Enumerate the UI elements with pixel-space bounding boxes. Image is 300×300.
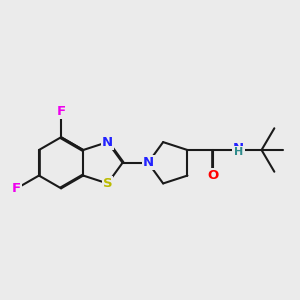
Text: O: O [207,169,219,182]
Text: H: H [234,147,243,157]
Text: N: N [142,156,154,169]
Text: S: S [103,177,112,190]
Text: N: N [233,142,244,155]
Text: F: F [12,182,21,195]
Text: F: F [56,105,66,118]
Text: N: N [102,136,113,148]
